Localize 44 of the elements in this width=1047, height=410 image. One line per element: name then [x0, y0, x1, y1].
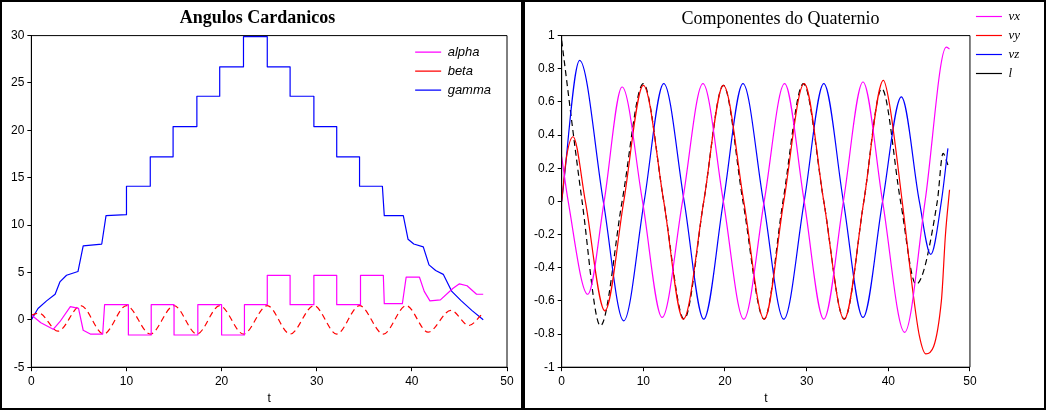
y-tick-label: -0.2 — [533, 226, 555, 241]
line-series — [31, 305, 482, 335]
x-tick-label: 50 — [963, 373, 977, 388]
y-tick-label: 25 — [10, 75, 25, 90]
y-tick-label: 0 — [17, 312, 25, 327]
x-tick-label: 30 — [310, 373, 324, 388]
y-tick-label: 0.2 — [537, 160, 555, 175]
y-tick-label: -0.6 — [533, 293, 555, 308]
legend-label: beta — [447, 62, 473, 78]
x-tick-label: 0 — [28, 373, 35, 388]
line-series — [561, 79, 951, 355]
x-tick-label: 40 — [881, 373, 896, 388]
y-tick-label: 0 — [547, 193, 555, 208]
legend-label: vy — [1008, 26, 1021, 42]
legend-label: l — [1008, 64, 1013, 80]
x-tick-label: 30 — [799, 373, 814, 388]
x-tick-label: 20 — [214, 373, 229, 388]
x-tick-label: 10 — [636, 373, 651, 388]
x-axis-title: t — [764, 391, 769, 406]
x-tick-label: 10 — [119, 373, 134, 388]
x-tick-label: 0 — [558, 373, 566, 388]
x-tick-label: 20 — [718, 373, 732, 388]
y-tick-label: 1 — [547, 27, 555, 42]
y-tick-label: 0.8 — [537, 61, 555, 76]
y-tick-label: -0.4 — [533, 260, 555, 275]
legend-label: vz — [1008, 45, 1020, 61]
chart-title: Componentes do Quaternio — [681, 7, 880, 28]
x-axis-title: t — [267, 391, 272, 406]
y-tick-label: 0.6 — [537, 94, 555, 109]
legend-label: vx — [1008, 7, 1021, 23]
legend-label: gamma — [447, 81, 492, 97]
y-tick-label: 5 — [17, 264, 25, 279]
y-tick-label: -5 — [13, 359, 25, 374]
y-tick-label: 20 — [10, 122, 25, 137]
y-tick-label: -1 — [544, 359, 555, 374]
y-tick-label: 30 — [10, 27, 25, 42]
y-tick-label: -0.8 — [533, 326, 555, 341]
chart-title: Angulos Cardanicos — [179, 7, 336, 28]
y-tick-label: 10 — [10, 217, 25, 232]
y-tick-label: 0.4 — [537, 127, 555, 142]
legend-label: alpha — [447, 43, 480, 59]
x-tick-label: 50 — [500, 373, 514, 388]
x-tick-label: 40 — [405, 373, 419, 388]
y-tick-label: 15 — [10, 170, 25, 185]
